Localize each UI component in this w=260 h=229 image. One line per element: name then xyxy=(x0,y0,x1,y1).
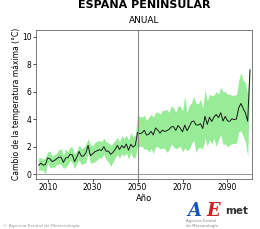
Text: A: A xyxy=(187,202,201,220)
Text: Agencia Estatal
de Meteorología: Agencia Estatal de Meteorología xyxy=(186,219,218,228)
Y-axis label: Cambio de la temperatura máxima (°C): Cambio de la temperatura máxima (°C) xyxy=(11,28,21,180)
Text: ESPAÑA PENINSULAR: ESPAÑA PENINSULAR xyxy=(78,0,211,11)
Text: ANUAL: ANUAL xyxy=(129,16,160,25)
X-axis label: Año: Año xyxy=(136,194,152,203)
Text: E: E xyxy=(207,202,220,220)
Text: met: met xyxy=(225,206,248,216)
Text: © Agencia Estatal de Meteorología: © Agencia Estatal de Meteorología xyxy=(3,224,79,228)
